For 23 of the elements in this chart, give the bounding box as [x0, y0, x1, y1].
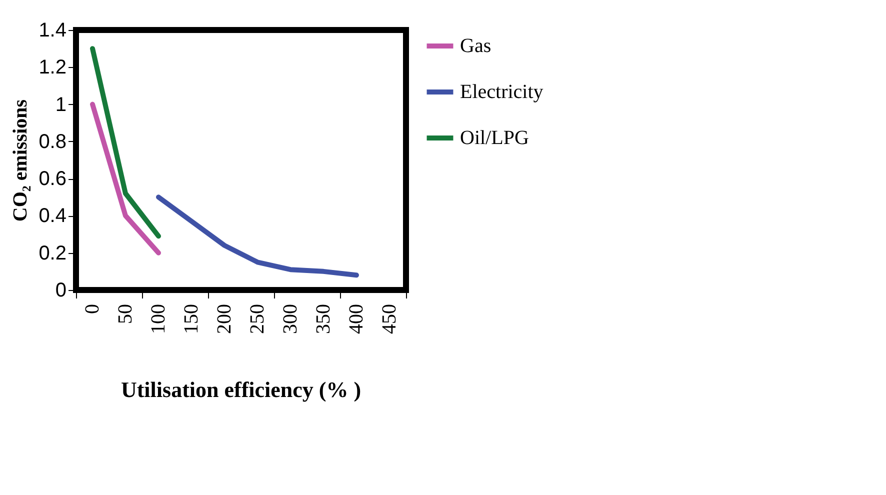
- y-tick-label: 0.2: [38, 242, 66, 264]
- legend-label: Electricity: [460, 81, 544, 103]
- x-tick-label: 400: [346, 304, 368, 334]
- x-tick-label: 0: [82, 304, 104, 314]
- x-tick-label: 350: [312, 304, 334, 334]
- y-axis-title: CO₂ emissions: [10, 99, 32, 222]
- x-tick-label: 100: [148, 304, 170, 334]
- y-tick-label: 0.4: [38, 205, 66, 228]
- x-axis-title: Utilisation efficiency (% ): [120, 377, 362, 402]
- y-tick-label: 0: [55, 280, 66, 302]
- x-tick-label: 150: [180, 304, 202, 334]
- x-tick-label: 50: [114, 304, 136, 324]
- legend-label: Oil/LPG: [460, 127, 529, 149]
- x-tick-label: 450: [378, 304, 400, 334]
- legend-label: Gas: [460, 35, 492, 57]
- x-tick-label: 250: [246, 304, 268, 334]
- y-tick-label: 1.4: [38, 20, 66, 42]
- x-tick-label: 200: [214, 304, 236, 334]
- y-tick-label: 0.6: [38, 168, 66, 190]
- x-tick-label: 300: [280, 304, 302, 334]
- y-tick-label: 1: [55, 94, 66, 116]
- y-tick-label: 0.8: [38, 130, 66, 153]
- y-tick-label: 1.2: [38, 56, 66, 79]
